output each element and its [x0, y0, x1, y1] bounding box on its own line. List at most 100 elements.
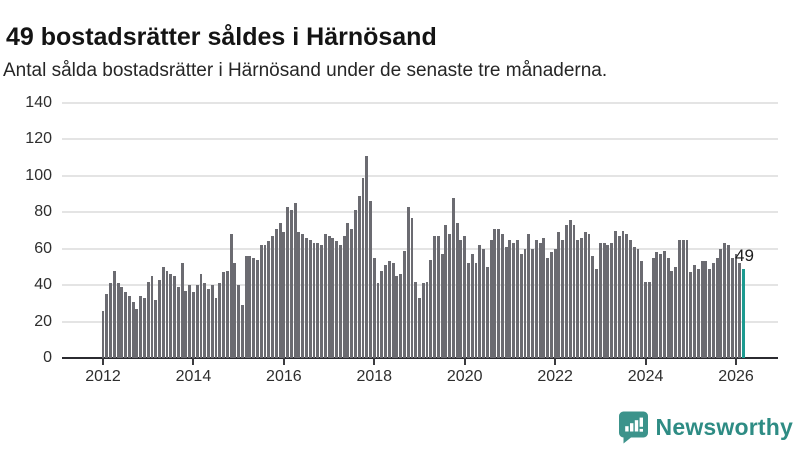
bar: [222, 272, 225, 358]
bar: [602, 243, 606, 358]
bar: [308, 239, 312, 358]
bar: [342, 235, 346, 358]
gridline-y-140: [62, 102, 778, 104]
bar: [203, 283, 207, 358]
bar: [357, 195, 361, 358]
bar: [595, 268, 599, 358]
bar: [395, 276, 399, 358]
bar: [738, 263, 742, 358]
bar: [485, 266, 489, 358]
bar: [546, 257, 550, 358]
bar: [662, 250, 666, 358]
bar: [418, 297, 421, 358]
bar: [384, 265, 388, 358]
bar: [659, 254, 663, 358]
bar: [436, 235, 440, 358]
bar: [169, 274, 173, 358]
bar: [700, 261, 704, 358]
bar: [508, 239, 512, 358]
bar: [116, 283, 120, 358]
bar: [380, 270, 384, 358]
bar: [161, 266, 165, 358]
bar: [146, 281, 150, 358]
x-tick-label-2016: 2016: [266, 368, 302, 385]
bar: [504, 246, 508, 358]
bar: [195, 285, 199, 358]
bar: [127, 296, 131, 358]
bar: [225, 270, 229, 358]
bar: [651, 257, 655, 358]
bar: [632, 246, 636, 358]
bar: [523, 248, 527, 358]
bar: [685, 239, 689, 358]
bar: [105, 294, 109, 358]
bar: [527, 234, 531, 358]
bar: [538, 243, 542, 358]
bar: [323, 234, 327, 358]
bar: [583, 232, 587, 358]
newsworthy-logo: Newsworthy: [618, 410, 793, 444]
bar: [286, 206, 290, 358]
bar: [625, 234, 629, 358]
bar: [580, 237, 583, 358]
bar: [142, 297, 146, 358]
bar: [561, 239, 565, 358]
bar: [399, 274, 403, 358]
bar: [444, 225, 448, 358]
y-axis-labels: 0 20 40 60 80 100 120 140: [0, 95, 52, 366]
bar: [568, 219, 572, 358]
bar: [610, 243, 614, 358]
bar: [598, 243, 602, 358]
bar: [402, 250, 406, 358]
bar: [674, 266, 678, 358]
bar: [335, 241, 339, 358]
bar: [406, 206, 410, 358]
bar: [350, 228, 354, 358]
bar: [173, 276, 177, 358]
x-tick-label-2014: 2014: [175, 368, 212, 385]
x-tick-2018: [373, 358, 376, 365]
bar: [425, 281, 429, 358]
bar: [289, 210, 293, 358]
y-tick-label: 100: [25, 166, 52, 184]
x-tick-2024: [644, 358, 647, 365]
bar: [440, 254, 444, 358]
bar: [636, 248, 640, 358]
bar: [696, 268, 700, 358]
bar: [180, 263, 184, 358]
bar: [293, 203, 297, 358]
bar: [647, 281, 651, 358]
bar: [723, 243, 727, 358]
bar: [376, 283, 380, 358]
bar: [497, 228, 501, 358]
y-tick-label: 0: [43, 349, 52, 366]
bar: [101, 310, 105, 358]
bar: [414, 281, 418, 358]
bar: [655, 252, 659, 358]
bar: [240, 305, 244, 358]
bar: [214, 297, 218, 358]
bar: [557, 232, 561, 358]
bar: [500, 234, 504, 358]
bar: [482, 248, 485, 358]
bar: [572, 225, 576, 358]
bar: [301, 234, 305, 358]
bar: [493, 228, 497, 358]
bar-highlighted: [742, 268, 745, 358]
bar: [120, 286, 124, 358]
bar: [681, 239, 685, 358]
bar: [369, 201, 372, 358]
bar: [150, 276, 154, 358]
bar: [256, 259, 259, 358]
bar: [708, 268, 712, 358]
bar: [689, 272, 693, 358]
bar: [391, 263, 395, 358]
gridline-y-80: [62, 211, 778, 214]
bar: [429, 259, 433, 358]
bar: [124, 292, 128, 358]
bar: [139, 296, 143, 358]
bar: [693, 265, 696, 358]
bar: [274, 228, 278, 358]
bar: [451, 197, 455, 358]
